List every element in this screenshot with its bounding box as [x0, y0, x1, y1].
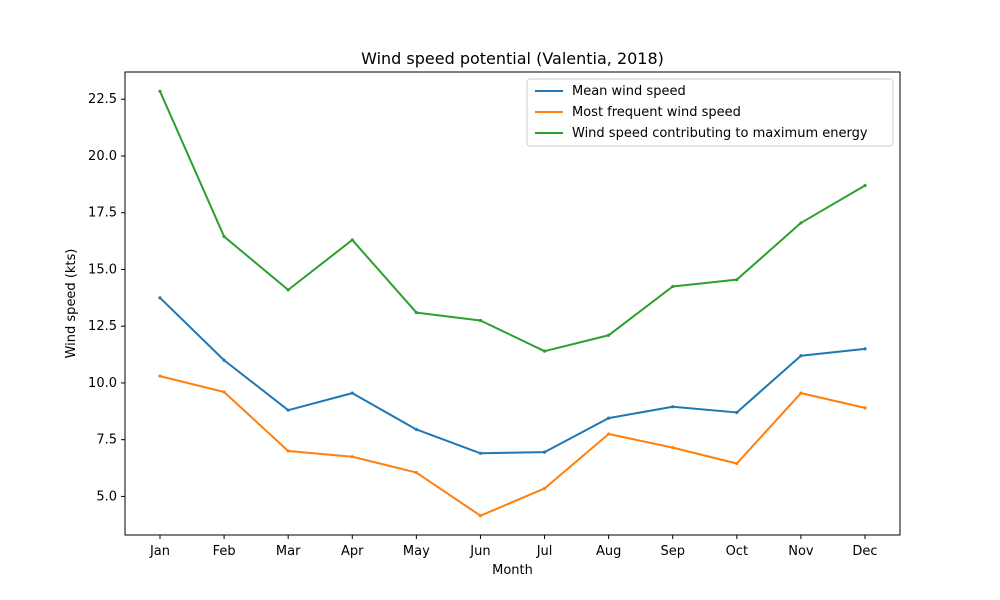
legend-item-most-frequent-wind-speed: Most frequent wind speed — [535, 105, 741, 120]
data-point-mean-wind-speed — [863, 347, 867, 351]
data-point-most-frequent-wind-speed — [671, 446, 675, 450]
data-point-wind-speed-contributing-to-maximum-energy — [478, 318, 483, 323]
x-tick-label: Oct — [726, 544, 748, 559]
y-axis: 5.0 7.5 10.0 12.5 15.0 17.5 20.0 22.5 — [88, 92, 125, 504]
y-tick-label: 10.0 — [88, 376, 117, 391]
x-tick-label: Nov — [788, 544, 814, 559]
legend-label-mean-wind-speed: Mean wind speed — [572, 84, 686, 99]
data-point-mean-wind-speed — [350, 391, 354, 395]
x-axis: Jan Feb Mar Apr May Jun Jul Aug Sep Oct Nov Dec — [149, 535, 878, 559]
data-point-wind-speed-contributing-to-maximum-energy — [222, 234, 226, 239]
data-point-wind-speed-contributing-to-maximum-energy — [414, 310, 418, 315]
legend-label-max-energy-wind-speed: Wind speed contributing to maximum energ… — [572, 126, 868, 141]
data-point-mean-wind-speed — [607, 416, 611, 420]
data-point-mean-wind-speed — [735, 410, 739, 415]
x-tick-label: Jun — [469, 544, 490, 559]
legend-label-most-frequent-wind-speed: Most frequent wind speed — [572, 105, 741, 120]
series-group — [158, 89, 867, 518]
data-point-mean-wind-speed — [799, 354, 803, 358]
data-point-most-frequent-wind-speed — [863, 406, 867, 410]
y-tick-label: 5.0 — [96, 489, 117, 504]
data-point-mean-wind-speed — [222, 358, 226, 362]
legend: Mean wind speed Most frequent wind speed… — [526, 78, 894, 147]
x-tick-label: Jul — [536, 544, 553, 559]
data-point-most-frequent-wind-speed — [542, 486, 547, 491]
x-tick-label: Feb — [213, 544, 236, 559]
data-point-wind-speed-contributing-to-maximum-energy — [735, 278, 739, 282]
x-tick-label: Mar — [276, 544, 301, 559]
data-point-most-frequent-wind-speed — [735, 461, 739, 466]
data-point-wind-speed-contributing-to-maximum-energy — [158, 89, 162, 93]
x-tick-label: Dec — [852, 544, 877, 559]
data-point-wind-speed-contributing-to-maximum-energy — [799, 221, 803, 225]
data-point-wind-speed-contributing-to-maximum-energy — [607, 333, 611, 337]
x-tick-label: Aug — [596, 544, 621, 559]
x-tick-label: Apr — [341, 544, 364, 559]
x-tick-label: Jan — [149, 544, 170, 559]
data-point-wind-speed-contributing-to-maximum-energy — [350, 238, 354, 242]
y-tick-label: 20.0 — [88, 149, 117, 164]
data-point-mean-wind-speed — [414, 427, 418, 432]
y-tick-label: 7.5 — [96, 433, 117, 448]
y-tick-label: 12.5 — [88, 319, 117, 334]
series-line-mean-wind-speed — [159, 296, 866, 455]
data-point-mean-wind-speed — [478, 451, 483, 455]
data-point-most-frequent-wind-speed — [286, 449, 290, 453]
data-point-most-frequent-wind-speed — [607, 432, 611, 436]
data-point-wind-speed-contributing-to-maximum-energy — [863, 183, 867, 188]
x-axis-label: Month — [492, 563, 533, 578]
x-tick-label: Sep — [660, 544, 685, 559]
data-point-most-frequent-wind-speed — [478, 514, 483, 518]
data-point-mean-wind-speed — [671, 405, 675, 409]
y-tick-label: 22.5 — [88, 92, 117, 107]
data-point-mean-wind-speed — [286, 408, 290, 412]
series-line-wind-speed-contributing-to-maximum-energy — [159, 90, 866, 353]
plot-area — [124, 71, 901, 536]
series-line-most-frequent-wind-speed — [159, 375, 866, 517]
y-tick-label: 17.5 — [88, 206, 117, 221]
data-point-wind-speed-contributing-to-maximum-energy — [671, 284, 675, 289]
data-point-most-frequent-wind-speed — [350, 455, 354, 459]
data-point-most-frequent-wind-speed — [222, 390, 226, 394]
data-point-wind-speed-contributing-to-maximum-energy — [542, 349, 547, 353]
data-point-mean-wind-speed — [542, 450, 547, 454]
data-point-most-frequent-wind-speed — [414, 470, 418, 475]
y-axis-label: Wind speed (kts) — [64, 249, 79, 359]
legend-item-max-energy-wind-speed: Wind speed contributing to maximum energ… — [535, 126, 868, 141]
data-point-most-frequent-wind-speed — [799, 391, 803, 395]
data-point-mean-wind-speed — [158, 296, 162, 300]
legend-item-mean-wind-speed: Mean wind speed — [535, 84, 686, 99]
data-point-wind-speed-contributing-to-maximum-energy — [286, 288, 290, 292]
chart-title: Wind speed potential (Valentia, 2018) — [361, 49, 664, 68]
data-point-most-frequent-wind-speed — [158, 374, 162, 378]
plot-frame — [124, 71, 901, 536]
y-tick-label: 15.0 — [88, 262, 117, 277]
legend-box — [526, 78, 894, 147]
x-tick-label: May — [403, 544, 430, 559]
